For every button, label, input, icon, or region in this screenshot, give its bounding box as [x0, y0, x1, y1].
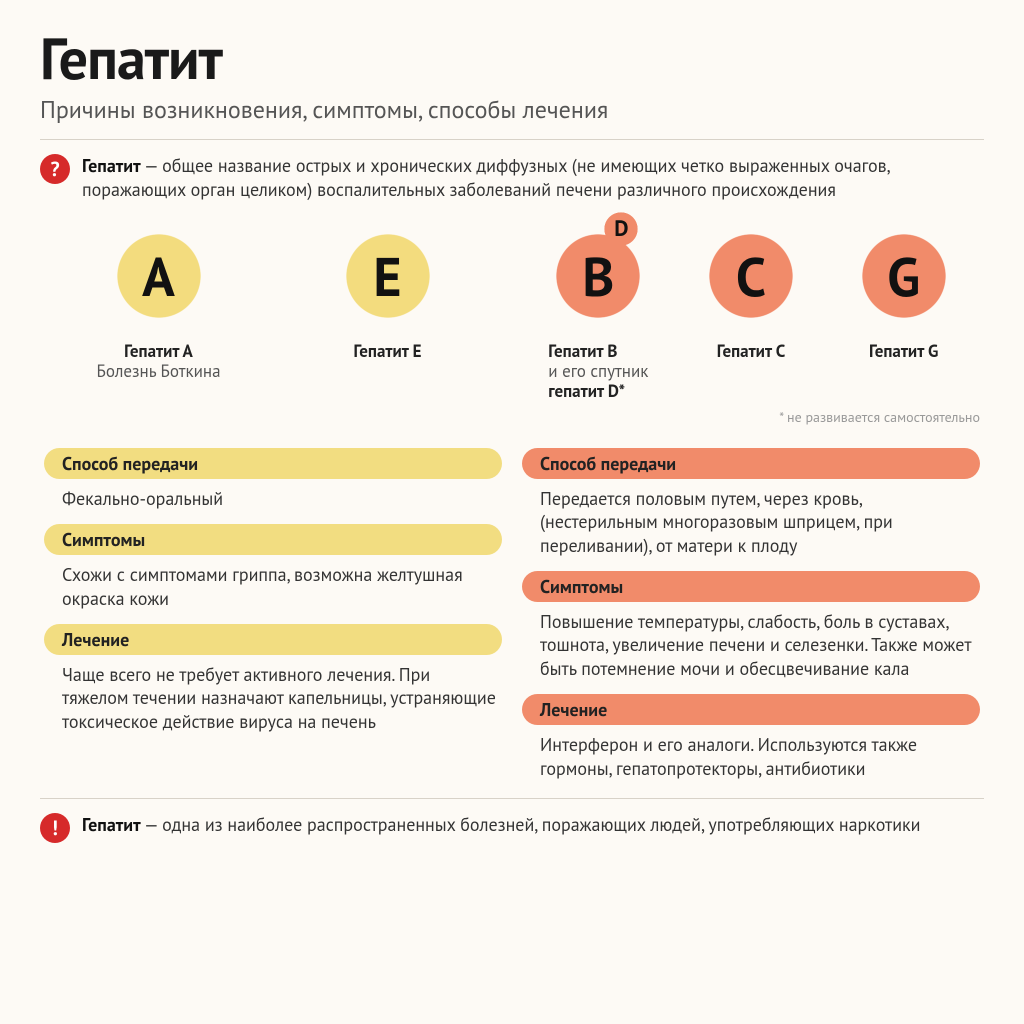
- caption-g: Гепатит G: [869, 341, 938, 361]
- outro-block: ! Гепатит — одна из наиболее распростран…: [40, 813, 984, 843]
- info-columns: Способ передачи Фекально-оральный Симпто…: [40, 438, 984, 784]
- body-left-1: Схожи с симптомами гриппа, возможна желт…: [44, 555, 502, 614]
- divider-bottom: [40, 798, 984, 799]
- left-column: Способ передачи Фекально-оральный Симпто…: [44, 438, 502, 784]
- footnote: * не развивается самостоятельно: [779, 408, 980, 426]
- letter-e-icon: E: [333, 221, 443, 331]
- caption-b-title: Гепатит В: [548, 340, 617, 362]
- caption-c: Гепатит C: [717, 341, 786, 361]
- circle-g: G Гепатит G: [827, 221, 980, 402]
- divider: [40, 139, 984, 140]
- circle-a: A Гепатит А Болезнь Боткина: [44, 221, 273, 402]
- caption-c-title: Гепатит C: [717, 340, 786, 362]
- letter-a-icon: A: [104, 221, 214, 331]
- intro-text: Гепатит — общее название острых и хронич…: [82, 154, 984, 203]
- pill-left-0: Способ передачи: [44, 448, 502, 479]
- exclamation-icon: !: [40, 813, 70, 843]
- intro-block: ? Гепатит — общее название острых и хрон…: [40, 154, 984, 203]
- right-circles: B D Гепатит В и его спутник гепатит D* C…: [522, 221, 980, 402]
- intro-lead: Гепатит: [82, 154, 141, 177]
- body-right-2: Интерферон и его аналоги. Используются т…: [522, 725, 980, 784]
- caption-b-sub-bold: гепатит D*: [548, 380, 625, 402]
- caption-a-title: Гепатит А: [124, 340, 193, 362]
- page-subtitle: Причины возникновения, симптомы, способы…: [40, 94, 984, 125]
- body-right-1: Повышение температуры, слабость, боль в …: [522, 602, 980, 684]
- caption-b-sub: и его спутник гепатит D*: [548, 361, 648, 402]
- letter-g-icon: G: [849, 221, 959, 331]
- circles-row: A Гепатит А Болезнь Боткина E Гепатит E …: [40, 221, 984, 410]
- pill-left-1: Симптомы: [44, 524, 502, 555]
- letter-d-icon: D: [599, 207, 643, 251]
- pill-right-0: Способ передачи: [522, 448, 980, 479]
- pill-right-2: Лечение: [522, 694, 980, 725]
- caption-e: Гепатит E: [354, 341, 422, 361]
- intro-body: — общее название острых и хронических ди…: [82, 154, 889, 201]
- circle-c: C Гепатит C: [675, 221, 828, 402]
- pill-right-1: Симптомы: [522, 571, 980, 602]
- outro-lead: Гепатит: [82, 813, 141, 836]
- body-left-0: Фекально-оральный: [44, 479, 502, 514]
- outro-body: — одна из наиболее распространенных боле…: [141, 813, 921, 836]
- caption-a-sub: Болезнь Боткина: [96, 361, 220, 381]
- letter-c-icon: C: [696, 221, 806, 331]
- page-title: Гепатит: [40, 30, 984, 88]
- outro-text: Гепатит — одна из наиболее распространен…: [82, 813, 920, 837]
- circle-b: B D Гепатит В и его спутник гепатит D*: [522, 221, 675, 402]
- caption-b-sub-pre: и его спутник: [548, 360, 648, 382]
- caption-e-title: Гепатит E: [354, 340, 422, 362]
- right-column: Способ передачи Передается половым путем…: [522, 438, 980, 784]
- caption-b: Гепатит В и его спутник гепатит D*: [548, 341, 648, 402]
- circle-e: E Гепатит E: [273, 221, 502, 402]
- caption-a: Гепатит А Болезнь Боткина: [96, 341, 220, 382]
- body-right-0: Передается половым путем, через кровь, (…: [522, 479, 980, 561]
- question-icon: ?: [40, 154, 70, 184]
- left-circles: A Гепатит А Болезнь Боткина E Гепатит E: [44, 221, 502, 402]
- caption-g-title: Гепатит G: [869, 340, 938, 362]
- body-left-2: Чаще всего не требует активного лечения.…: [44, 655, 502, 737]
- pill-left-2: Лечение: [44, 624, 502, 655]
